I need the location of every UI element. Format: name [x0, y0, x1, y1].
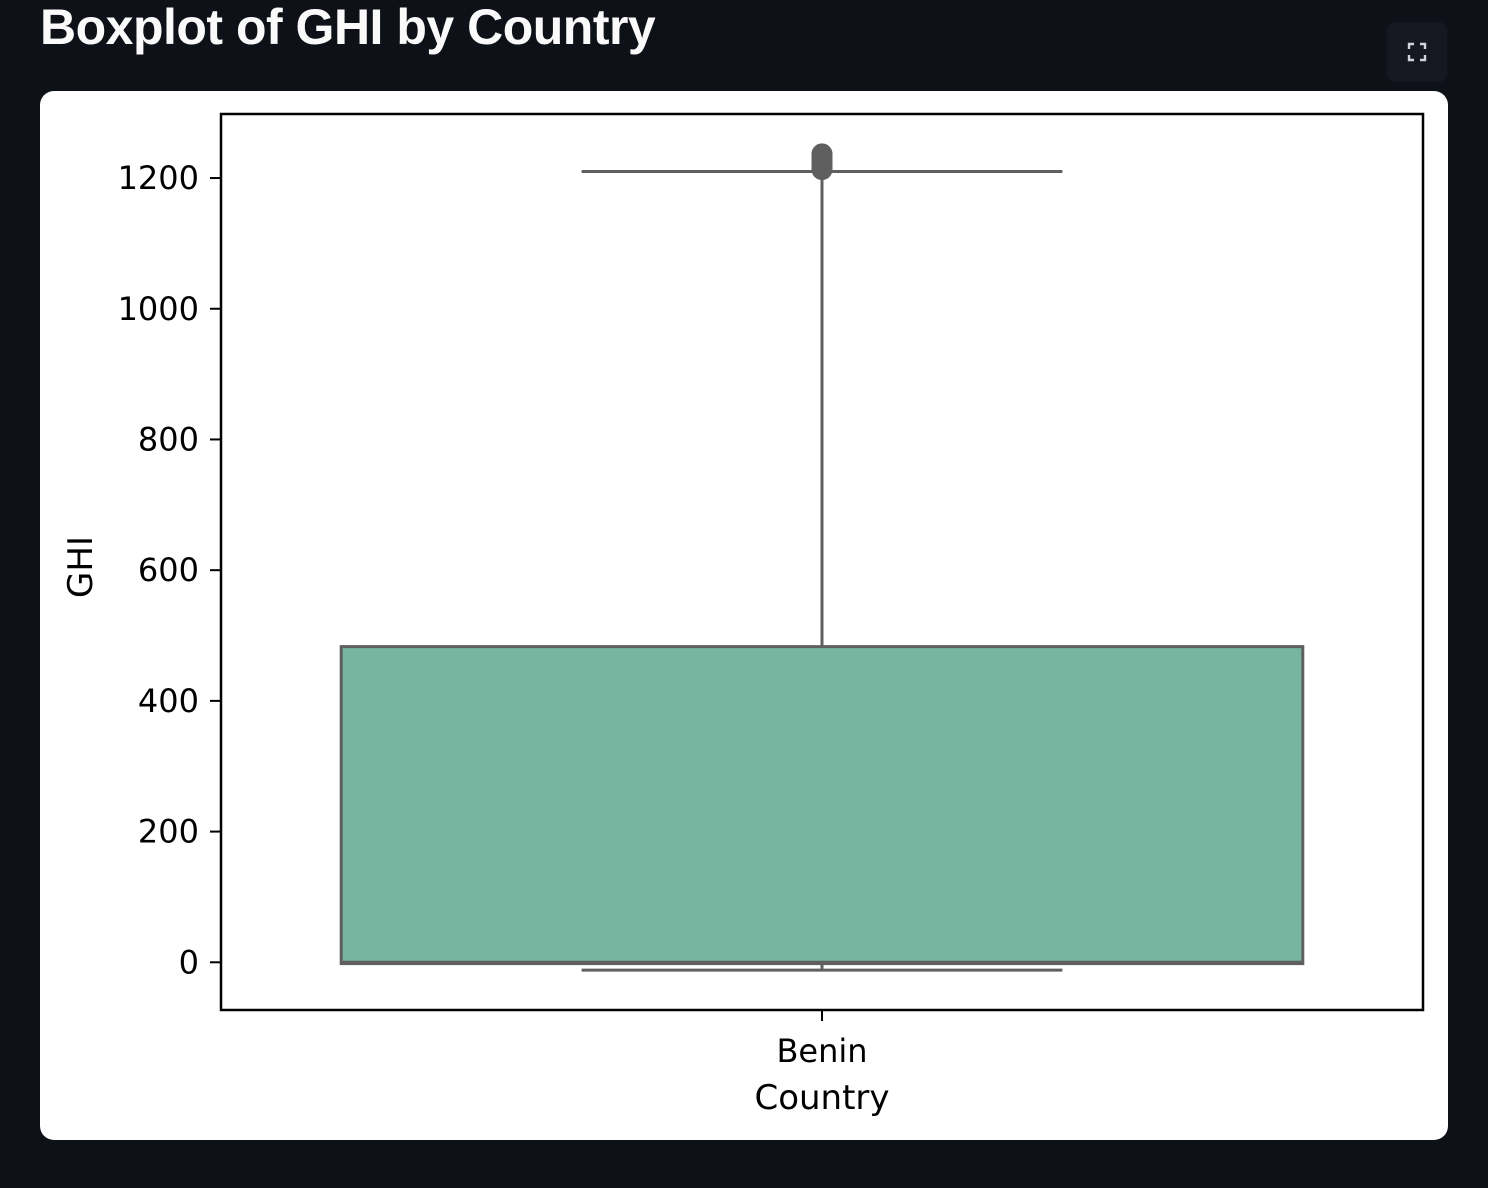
- x-tick-label: Benin: [776, 1032, 867, 1070]
- y-tick-label: 200: [138, 813, 199, 851]
- y-tick-label: 800: [138, 420, 199, 458]
- plot-frame: [219, 112, 1425, 1012]
- y-tick-label: 1000: [118, 290, 199, 328]
- fullscreen-button[interactable]: [1387, 22, 1447, 82]
- y-tick-label: 1200: [118, 159, 199, 197]
- outlier-point: [811, 143, 833, 165]
- y-tick-label: 600: [138, 551, 199, 589]
- x-axis-title: Country: [754, 1078, 889, 1118]
- y-axis-title: GHI: [61, 536, 101, 598]
- y-tick-label: 0: [179, 943, 199, 981]
- expand-icon: [1407, 42, 1427, 62]
- boxplot-chart: Benin 0 200 400 600 800 1000 1200 Country GHI: [61, 112, 1425, 1118]
- page-title: Boxplot of GHI by Country: [40, 0, 656, 55]
- y-tick-label: 400: [138, 682, 199, 720]
- chart-card: Benin 0 200 400 600 800 1000 1200 Country GHI: [40, 91, 1448, 1140]
- box-benin: [339, 645, 1305, 966]
